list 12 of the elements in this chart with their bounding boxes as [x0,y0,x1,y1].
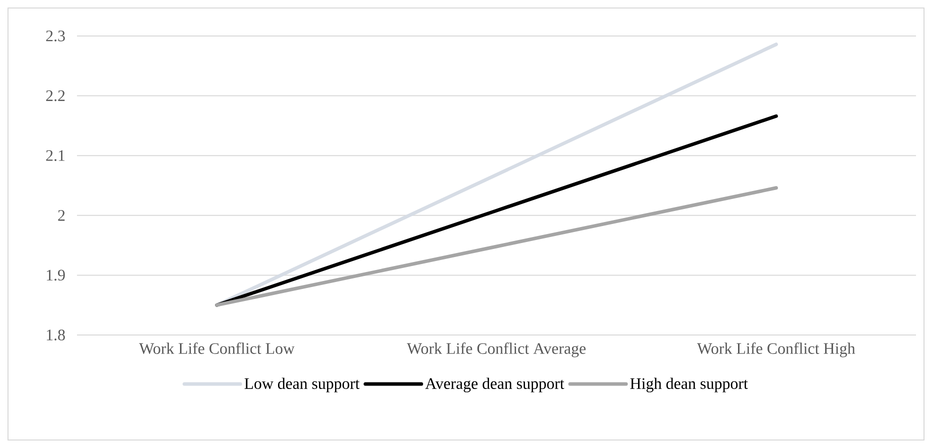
y-tick-label: 2 [58,210,65,221]
x-tick-label: Work Life Conflict Average [406,342,586,358]
legend-label: High dean support [630,378,748,392]
y-tick-label: 1.8 [46,330,65,340]
x-tick-label: Work Life Conflict Low [139,342,295,354]
x-tick-label: Work Life Conflict High [697,342,856,358]
y-tick-label: 2.1 [46,150,65,162]
y-tick-label: 1.9 [46,270,65,281]
y-tick-label: 2.3 [46,30,65,42]
legend-label: Average dean support [425,378,564,392]
legend-label: Low dean support [244,378,360,392]
y-tick-label: 2.2 [46,90,65,102]
